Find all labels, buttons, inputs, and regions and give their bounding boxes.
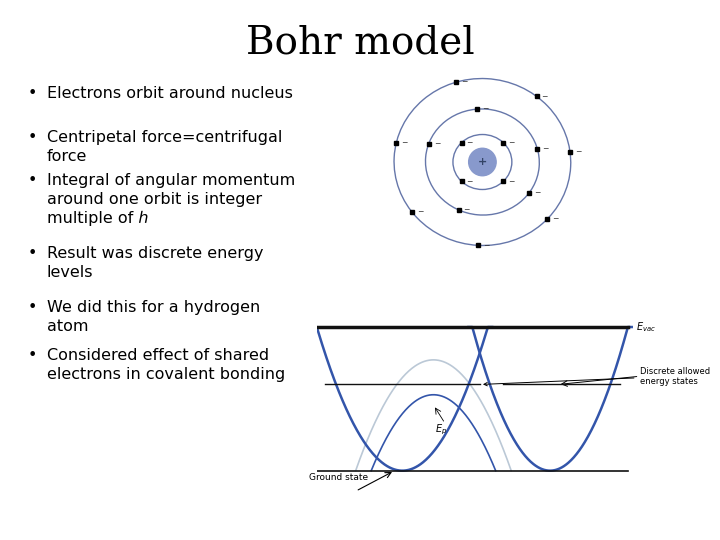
Text: Electrons orbit around nucleus: Electrons orbit around nucleus [47,86,292,102]
Text: +: + [478,157,487,167]
Text: −: − [401,138,408,147]
Text: −: − [508,177,515,186]
Text: Integral of angular momentum
around one orbit is integer
multiple of ℎ: Integral of angular momentum around one … [47,173,295,226]
Text: •: • [27,348,37,363]
Text: $E_{vac}$: $E_{vac}$ [636,320,656,334]
Text: −: − [462,78,467,86]
Text: −: − [542,144,549,153]
Text: −: − [541,92,548,101]
Text: Centripetal force=centrifugal
force: Centripetal force=centrifugal force [47,130,282,164]
Text: •: • [27,300,37,315]
Text: −: − [467,177,473,186]
Text: −: − [575,147,581,157]
Text: Bohr model: Bohr model [246,24,474,62]
Text: −: − [508,138,515,147]
Text: −: − [483,241,490,250]
Text: −: − [464,205,470,214]
Text: We did this for a hydrogen
atom: We did this for a hydrogen atom [47,300,260,334]
Text: −: − [482,105,488,113]
Text: •: • [27,173,37,188]
Text: Considered effect of shared
electrons in covalent bonding: Considered effect of shared electrons in… [47,348,285,382]
Text: •: • [27,130,37,145]
Text: Result was discrete energy
levels: Result was discrete energy levels [47,246,264,280]
Text: Ground state: Ground state [309,472,368,482]
Text: −: − [552,214,559,224]
Text: −: − [433,139,440,148]
Circle shape [469,148,496,176]
Text: Discrete allowed
energy states: Discrete allowed energy states [484,367,710,386]
Text: −: − [534,188,541,197]
Text: −: − [467,138,473,147]
Text: −: − [417,207,423,217]
Text: •: • [27,246,37,261]
Text: $E_p$: $E_p$ [435,422,447,437]
Text: •: • [27,86,37,102]
